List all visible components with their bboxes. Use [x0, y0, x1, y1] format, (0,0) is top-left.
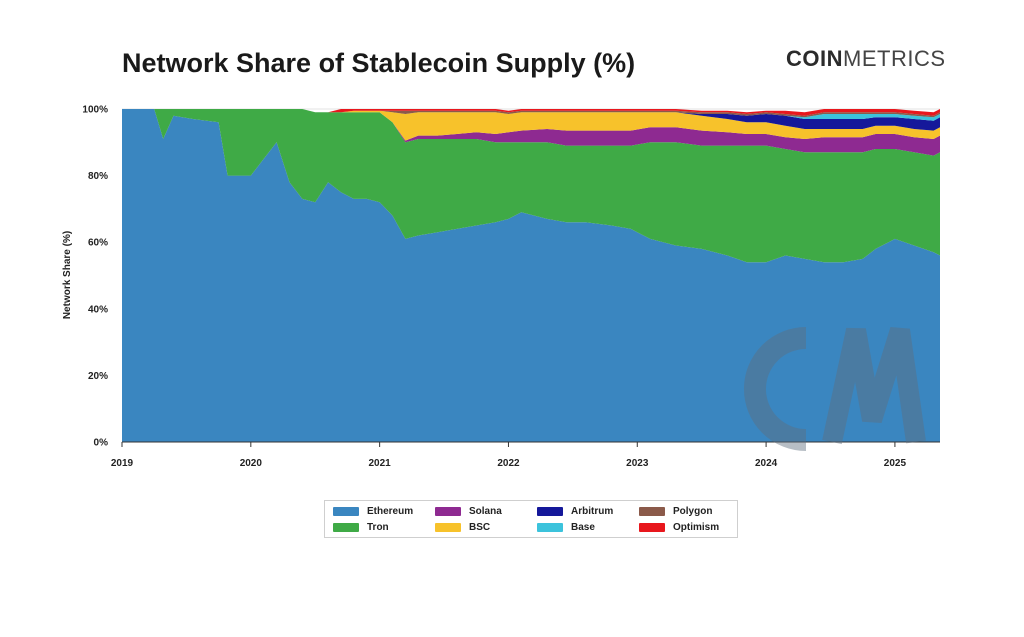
- x-tick-label: 2022: [497, 458, 520, 469]
- cm-watermark-logo: [744, 327, 926, 451]
- x-tick-label: 2021: [369, 458, 392, 469]
- legend-label: Ethereum: [367, 506, 414, 517]
- legend-swatch: [333, 507, 359, 516]
- series-areas: [122, 109, 940, 443]
- x-tick-label: 2019: [111, 458, 134, 469]
- x-axis-ticks: 2019 2020 2021 2022 2023 2024 2025: [111, 442, 907, 469]
- y-tick-label: 60%: [88, 238, 108, 249]
- area-ethereum: [122, 109, 940, 442]
- legend-item-base: Base: [537, 522, 595, 533]
- legend-label: Arbitrum: [571, 506, 614, 517]
- legend-label: Polygon: [673, 506, 713, 517]
- legend-item-optimism: Optimism: [639, 522, 719, 533]
- legend-swatch: [435, 507, 461, 516]
- legend-item-ethereum: Ethereum: [333, 506, 413, 517]
- y-tick-label: 40%: [88, 304, 108, 315]
- legend-swatch: [639, 507, 665, 516]
- legend-label: Optimism: [673, 522, 720, 533]
- legend-swatch: [435, 523, 461, 532]
- x-tick-label: 2023: [626, 458, 649, 469]
- legend-item-solana: Solana: [435, 506, 502, 517]
- legend-item-tron: Tron: [333, 522, 389, 533]
- area-optimism: [122, 109, 940, 116]
- legend-label: Solana: [469, 506, 502, 517]
- y-tick-label: 80%: [88, 171, 108, 182]
- area-bsc: [122, 109, 940, 141]
- x-tick-label: 2020: [240, 458, 263, 469]
- brand-bold-text: COIN: [786, 46, 843, 71]
- legend-label: Tron: [367, 522, 389, 533]
- legend-label: Base: [571, 522, 595, 533]
- area-tron: [122, 109, 940, 263]
- brand-light-text: METRICS: [843, 46, 946, 71]
- area-solana: [122, 109, 940, 156]
- stacked-area-chart: 0%20%40%60%80%100% 2019 2020 2021 2022 2023 2…: [62, 105, 940, 469]
- chart-title: Network Share of Stablecoin Supply (%): [122, 48, 636, 78]
- y-tick-label: 20%: [88, 371, 108, 382]
- legend-swatch: [537, 507, 563, 516]
- legend-swatch: [333, 523, 359, 532]
- legend-label: BSC: [469, 522, 491, 533]
- x-tick-label: 2024: [755, 458, 778, 469]
- y-tick-label: 0%: [94, 438, 109, 449]
- legend-swatch: [639, 523, 665, 532]
- legend-swatch: [537, 523, 563, 532]
- legend: Ethereum Tron Solana BSC Arbitrum Base Polygon…: [324, 500, 738, 538]
- x-tick-label: 2025: [884, 458, 907, 469]
- legend-item-polygon: Polygon: [639, 506, 712, 517]
- legend-item-arbitrum: Arbitrum: [537, 506, 613, 517]
- coinmetrics-logo: COINMETRICS: [786, 46, 946, 72]
- area-arbitrum: [122, 109, 940, 131]
- y-axis-ticks: 0% 20% 40% 60% 80% 100%: [82, 105, 108, 449]
- y-tick-label: 100%: [82, 105, 108, 116]
- legend-item-bsc: BSC: [435, 522, 490, 533]
- y-axis-label: Network Share (%): [62, 231, 73, 319]
